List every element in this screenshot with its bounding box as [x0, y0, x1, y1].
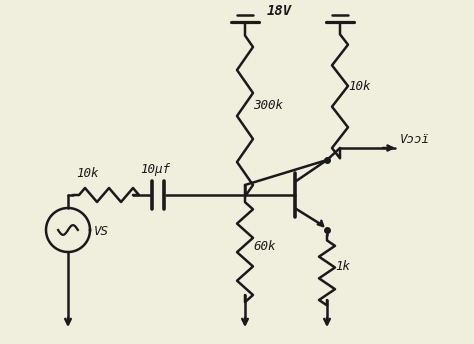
Text: Vɔɔї: Vɔɔї [400, 133, 430, 146]
Text: 10k: 10k [76, 167, 99, 180]
Text: 300k: 300k [253, 99, 283, 112]
Text: 60k: 60k [253, 240, 275, 253]
Text: 18V: 18V [267, 4, 292, 18]
Text: VS: VS [94, 225, 109, 238]
Text: 1k: 1k [335, 260, 350, 273]
Text: 10k: 10k [348, 80, 371, 93]
Text: 10μf: 10μf [140, 163, 170, 176]
